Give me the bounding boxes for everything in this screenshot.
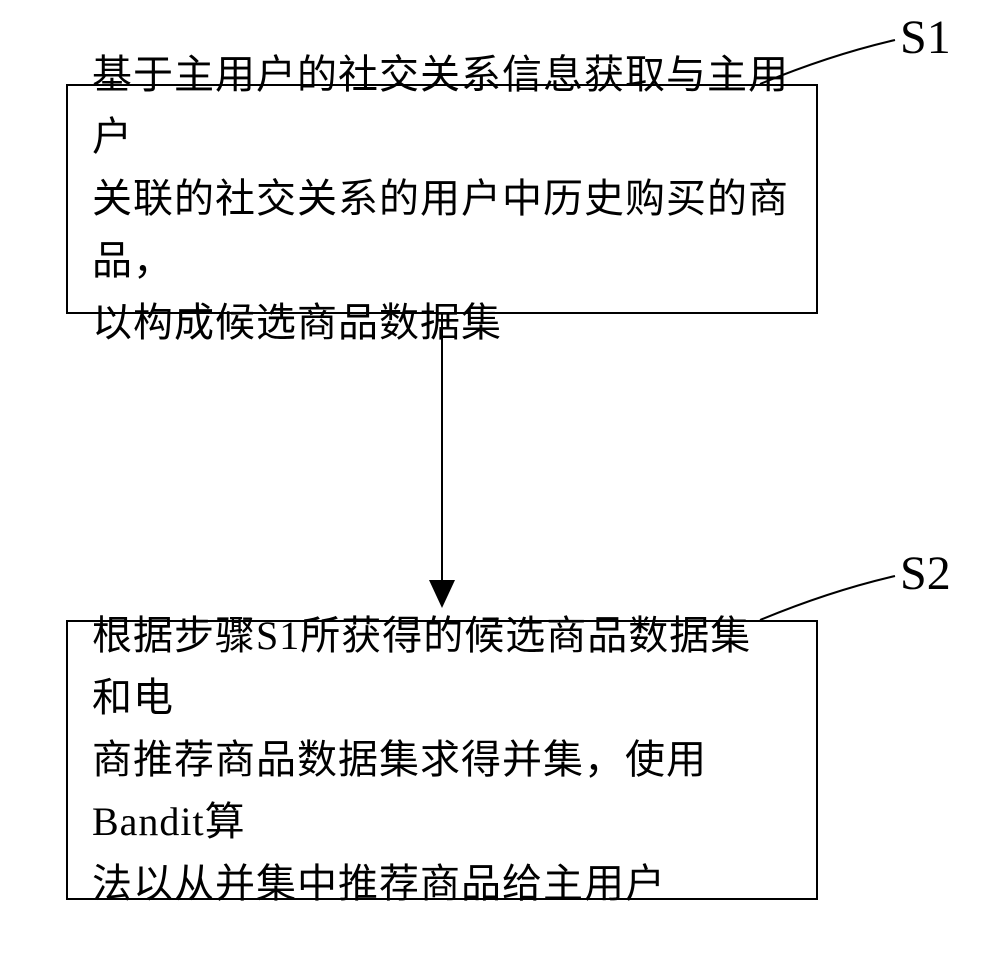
flow-arrow xyxy=(0,0,1000,971)
diagram-canvas: 基于主用户的社交关系信息获取与主用户 关联的社交关系的用户中历史购买的商品， 以… xyxy=(0,0,1000,971)
